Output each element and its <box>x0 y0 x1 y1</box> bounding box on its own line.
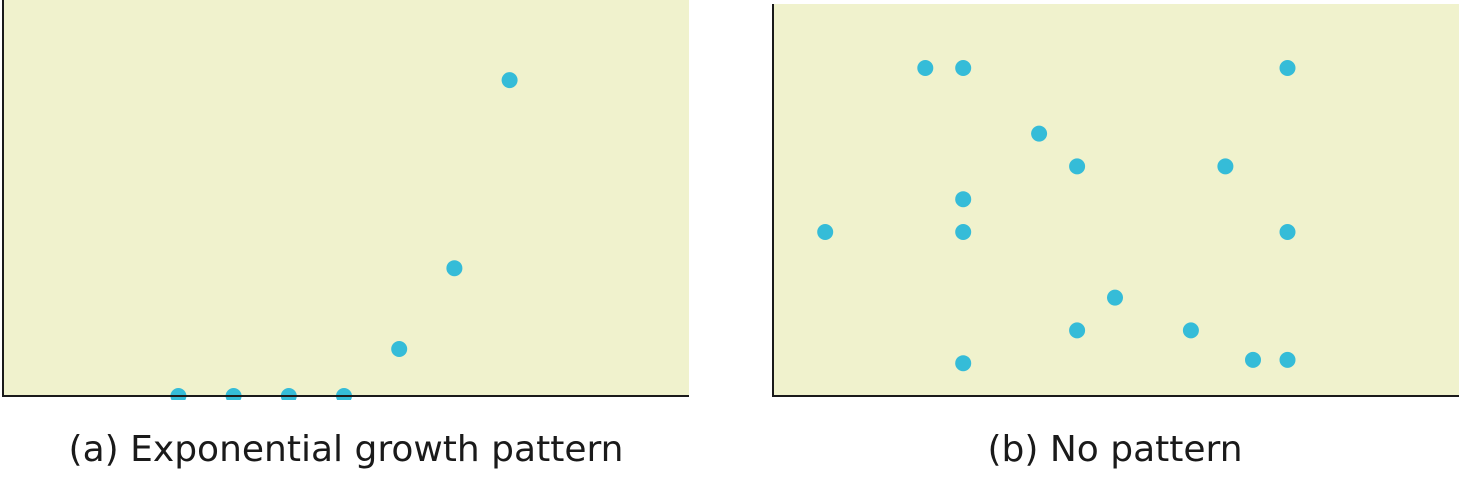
chart-b-point-6 <box>955 191 972 208</box>
chart-b-point-10 <box>1107 289 1123 306</box>
chart-a-point-2 <box>280 388 297 400</box>
chart-b-plot <box>772 4 1459 397</box>
chart-a-plot <box>2 0 689 400</box>
chart-b-points <box>817 60 1296 372</box>
chart-b-point-1 <box>955 60 972 76</box>
chart-b-point-9 <box>1279 224 1296 240</box>
chart-b-point-5 <box>1217 158 1234 175</box>
chart-a <box>0 0 692 400</box>
chart-b-point-4 <box>1069 158 1086 175</box>
chart-a-point-4 <box>391 341 408 357</box>
chart-b-point-12 <box>1182 322 1199 339</box>
chart-a-caption: (a) Exponential growth pattern <box>68 429 624 470</box>
chart-a-point-0 <box>170 388 187 400</box>
chart-b-point-2 <box>1279 60 1296 76</box>
chart-a-point-3 <box>336 388 352 400</box>
chart-a-point-5 <box>446 260 463 277</box>
chart-a-point-1 <box>225 388 242 400</box>
chart-b-plot-area <box>773 4 1459 396</box>
chart-a-plot-area <box>3 0 689 396</box>
chart-b-point-7 <box>817 224 834 240</box>
chart-a-points <box>170 72 518 400</box>
chart-b-point-15 <box>1279 351 1296 368</box>
chart-b-point-13 <box>955 355 972 372</box>
chart-b-caption: (b) No pattern <box>987 429 1243 470</box>
chart-b-point-8 <box>955 224 972 240</box>
chart-b <box>770 0 1460 400</box>
chart-a-point-6 <box>501 72 518 89</box>
chart-b-point-0 <box>917 60 934 76</box>
chart-b-point-3 <box>1031 125 1048 142</box>
chart-b-point-14 <box>1245 351 1261 368</box>
chart-b-point-11 <box>1069 322 1086 339</box>
